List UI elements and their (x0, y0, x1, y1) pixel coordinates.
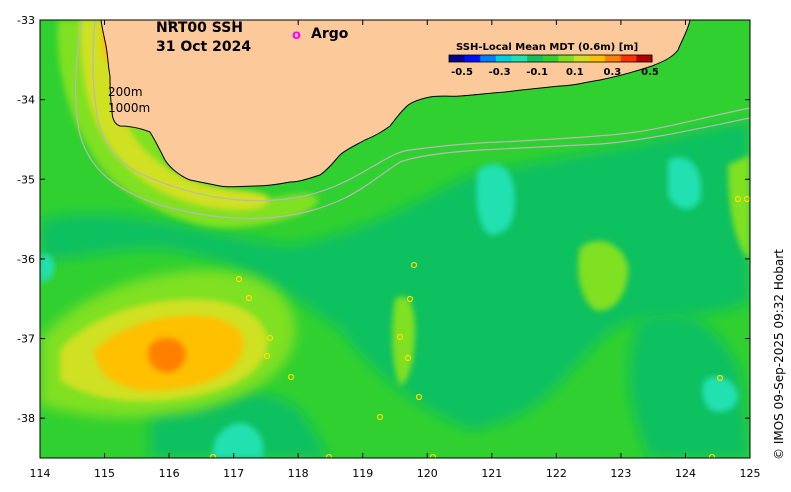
x-tick-label: 116 (159, 467, 180, 480)
colorbar-swatch (527, 55, 544, 62)
x-axis: 114 115 116 117 118 119 120 121 122 123 124 125 (30, 20, 761, 480)
colorbar-frame (448, 54, 653, 63)
x-tick-label: 118 (288, 467, 309, 480)
isobath-label-1000m: 1000m (108, 101, 150, 115)
y-tick-label: -33 (17, 14, 35, 27)
field-low-2 (40, 253, 55, 282)
colorbar-tick-label: -0.5 (451, 67, 473, 78)
colorbar-tick-label: -0.1 (526, 67, 548, 78)
x-tick-label: 119 (352, 467, 373, 480)
colorbar-tick-label: 0.5 (641, 67, 659, 78)
field-low-5 (668, 157, 701, 210)
colorbar-swatch (620, 55, 637, 62)
x-tick-label: 123 (610, 467, 631, 480)
argo-float (263, 352, 271, 360)
argo-float (708, 453, 716, 458)
colorbar-swatch (573, 55, 591, 62)
y-tick-label: -36 (17, 253, 35, 266)
argo-float (266, 334, 274, 342)
argo-float (415, 393, 423, 401)
y-tick-label: -35 (17, 173, 35, 186)
colorbar-swatch (589, 55, 606, 62)
credit-text: © IMOS 09-Sep-2025 09:32 Hobart (772, 249, 786, 460)
argo-float (396, 333, 404, 341)
colorbar-ticks: -0.5 -0.3 -0.1 0.1 0.3 0.5 (451, 67, 659, 78)
colorbar-swatch (449, 55, 466, 62)
map-title: NRT00 SSH (156, 20, 243, 36)
x-tick-label: 120 (417, 467, 438, 480)
argo-float (734, 195, 742, 203)
argo-float (376, 413, 384, 421)
colorbar: SSH-Local Mean MDT (0.6m) [m] -0.5 -0.3 -0… (448, 42, 659, 78)
argo-float (245, 294, 253, 302)
colorbar-swatch (480, 55, 497, 62)
field-low-1 (476, 164, 515, 235)
argo-float (235, 275, 243, 283)
colorbar-swatch (511, 55, 528, 62)
colorbar-title: SSH-Local Mean MDT (0.6m) [m] (456, 42, 638, 53)
x-tick-label: 121 (481, 467, 502, 480)
argo-float (209, 453, 217, 458)
field-band-green-east (629, 313, 750, 458)
colorbar-tick-label: -0.3 (489, 67, 511, 78)
colorbar-tick-label: 0.1 (566, 67, 584, 78)
y-axis: -33 -34 -35 -36 -37 -38 (17, 14, 750, 425)
field-high-1 (578, 241, 629, 311)
plot-frame (39, 19, 751, 459)
y-tick-label: -38 (17, 412, 35, 425)
isobath-200m (92, 20, 750, 202)
argo-legend-symbol: o (292, 28, 301, 43)
colorbar-swatch (542, 55, 559, 62)
argo-float-markers (209, 195, 750, 458)
x-tick-label: 125 (740, 467, 761, 480)
argo-float (287, 373, 295, 381)
colorbar-swatch (558, 55, 575, 62)
y-tick-label: -34 (17, 94, 35, 107)
x-tick-label: 114 (30, 467, 51, 480)
isobath-1000m (74, 20, 750, 220)
field-low-3 (212, 423, 264, 458)
x-tick-label: 115 (94, 467, 115, 480)
field-coastal-yellow (80, 20, 270, 211)
field-high-3 (728, 155, 750, 260)
field-low-4 (702, 376, 738, 412)
isobath-label-200m: 200m (108, 85, 143, 99)
colorbar-swatch (636, 55, 653, 62)
argo-float (429, 453, 437, 458)
y-tick-label: -37 (17, 333, 35, 346)
field-high-2 (392, 296, 415, 385)
colorbar-swatch (605, 55, 622, 62)
colorbar-tick-label: 0.3 (604, 67, 622, 78)
sea-surface-field (40, 20, 750, 458)
argo-float (716, 374, 724, 382)
x-tick-label: 122 (546, 467, 567, 480)
argo-float (404, 354, 412, 362)
argo-float (410, 261, 418, 269)
argo-float (325, 453, 333, 458)
argo-legend-label: Argo (311, 26, 349, 42)
colorbar-swatch (495, 55, 512, 62)
colorbar-swatch (464, 55, 481, 62)
map-date: 31 Oct 2024 (156, 39, 251, 55)
argo-float (406, 295, 414, 303)
field-band-green-deep (40, 120, 750, 430)
x-tick-label: 117 (223, 467, 244, 480)
colorbar-swatches (449, 55, 653, 62)
x-tick-label: 124 (675, 467, 696, 480)
field-eddy-darkorange (148, 338, 186, 373)
